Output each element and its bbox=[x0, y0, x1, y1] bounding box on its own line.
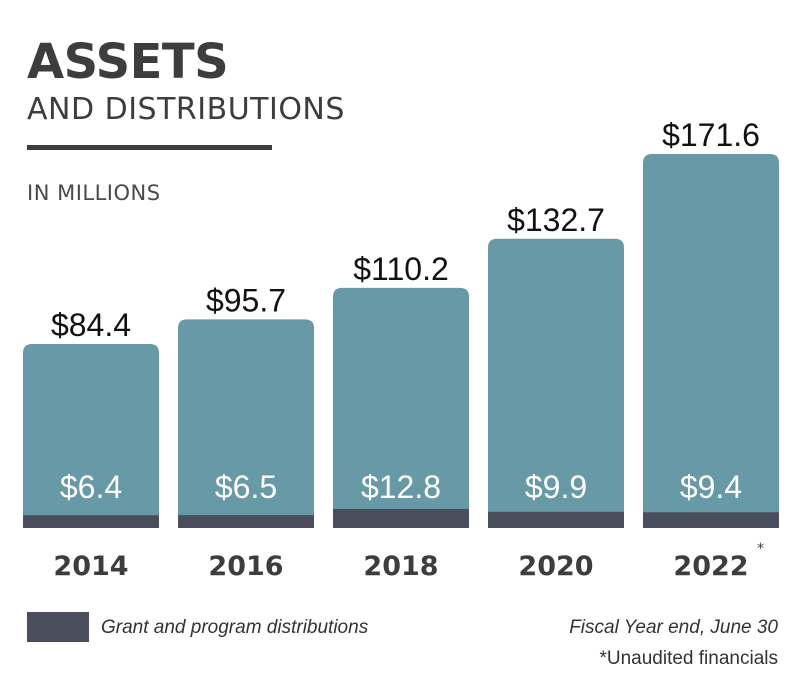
asset-bar-2016 bbox=[178, 319, 314, 528]
asset-value-label-2022: $171.6 bbox=[662, 117, 760, 153]
distribution-value-label-2018: $12.8 bbox=[361, 469, 441, 505]
asset-bar-2014 bbox=[23, 344, 159, 528]
distribution-bar-2020 bbox=[488, 511, 624, 528]
units-label: IN MILLIONS bbox=[27, 181, 161, 205]
year-label-2020: 2020 bbox=[518, 551, 593, 582]
legend-label: Grant and program distributions bbox=[101, 617, 369, 638]
asset-bar-2020 bbox=[488, 238, 624, 529]
distribution-value-label-2016: $6.5 bbox=[215, 469, 277, 505]
fiscal-year-note: Fiscal Year end, June 30 bbox=[569, 617, 778, 638]
asset-value-label-2014: $84.4 bbox=[51, 307, 131, 343]
asset-value-label-2016: $95.7 bbox=[206, 282, 286, 318]
title-divider bbox=[27, 145, 272, 150]
distribution-value-label-2020: $9.9 bbox=[525, 469, 587, 505]
year-label-2018: 2018 bbox=[363, 551, 438, 582]
distribution-value-label-2014: $6.4 bbox=[60, 469, 122, 505]
unaudited-note: *Unaudited financials bbox=[599, 648, 778, 669]
chart-subtitle: AND DISTRIBUTIONS bbox=[27, 92, 345, 127]
asset-value-label-2018: $110.2 bbox=[353, 251, 449, 287]
asset-bar-2018 bbox=[333, 287, 469, 528]
legend-swatch bbox=[27, 612, 89, 642]
year-footnote-marker-2022: * bbox=[757, 541, 764, 557]
distribution-value-label-2022: $9.4 bbox=[680, 469, 742, 505]
year-label-2014: 2014 bbox=[53, 551, 128, 582]
asset-bar-2022 bbox=[643, 154, 779, 528]
distribution-bar-2022 bbox=[643, 512, 779, 528]
distribution-bar-2018 bbox=[333, 508, 469, 528]
chart-title: ASSETS bbox=[27, 34, 229, 90]
year-label-2022: 2022 bbox=[673, 551, 748, 582]
distribution-bar-2016 bbox=[178, 515, 314, 528]
year-label-2016: 2016 bbox=[208, 551, 283, 582]
distribution-bar-2014 bbox=[23, 515, 159, 528]
asset-value-label-2020: $132.7 bbox=[507, 202, 605, 238]
